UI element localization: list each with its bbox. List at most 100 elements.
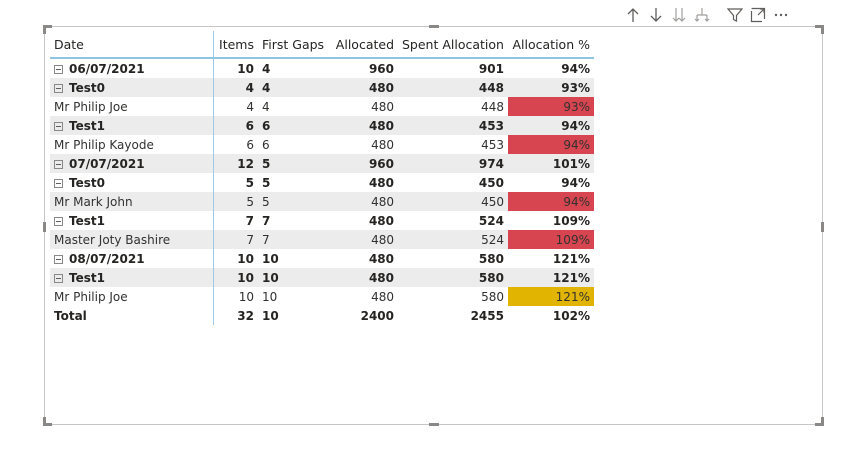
filter-icon[interactable] bbox=[724, 4, 746, 26]
row-label: 08/07/2021 bbox=[69, 251, 145, 266]
cell-items: 5 bbox=[213, 192, 258, 211]
resize-handle-left[interactable] bbox=[43, 222, 46, 232]
double-arrow-down-icon[interactable] bbox=[668, 4, 690, 26]
table-row: Mr Philip Joe 4 4 480 448 93% bbox=[50, 97, 594, 116]
row-label: Test1 bbox=[69, 213, 105, 228]
resize-handle-bottom[interactable] bbox=[429, 423, 439, 426]
cell-items: 6 bbox=[213, 116, 258, 135]
collapse-icon[interactable] bbox=[54, 273, 63, 283]
total-label: Total bbox=[50, 306, 214, 325]
cell-pct: 94% bbox=[561, 61, 590, 76]
column-header-items[interactable]: Items bbox=[219, 36, 254, 52]
cell-pct: 102% bbox=[507, 306, 594, 325]
arrow-down-icon[interactable] bbox=[645, 4, 667, 26]
table-row: Master Joty Bashire 7 7 480 524 109% bbox=[50, 230, 594, 249]
row-label: 06/07/2021 bbox=[69, 61, 145, 76]
cell-spent: 450 bbox=[478, 175, 504, 190]
resize-handle-bottom-right[interactable] bbox=[821, 417, 824, 426]
table-row: Test0 5 5 480 450 94% bbox=[50, 173, 594, 192]
collapse-icon[interactable] bbox=[54, 216, 63, 226]
collapse-icon[interactable] bbox=[54, 178, 63, 188]
cell-spent: 974 bbox=[398, 154, 508, 173]
cell-spent: 448 bbox=[481, 99, 504, 114]
table-row: 06/07/2021 10 4 960 901 94% bbox=[50, 58, 594, 78]
table-row: Mr Philip Kayode 6 6 480 453 94% bbox=[50, 135, 594, 154]
cell-spent: 453 bbox=[481, 137, 504, 152]
cell-items: 12 bbox=[213, 154, 258, 173]
cell-spent: 448 bbox=[398, 78, 508, 97]
cell-allocated: 480 bbox=[371, 99, 394, 114]
resize-handle-top-right[interactable] bbox=[821, 25, 824, 34]
table-row: Test1 7 7 480 524 109% bbox=[50, 211, 594, 230]
cell-first-gaps: 4 bbox=[262, 61, 271, 76]
resize-handle-bottom-right[interactable] bbox=[815, 423, 824, 426]
arrow-up-icon[interactable] bbox=[622, 4, 644, 26]
cell-spent: 580 bbox=[481, 289, 504, 304]
row-label: Test1 bbox=[69, 118, 105, 133]
cell-spent: 901 bbox=[478, 61, 504, 76]
column-header-allocated[interactable]: Allocated bbox=[335, 36, 394, 52]
collapse-icon[interactable] bbox=[54, 83, 63, 93]
row-label: Mr Mark John bbox=[50, 192, 214, 211]
cell-first-gaps: 7 bbox=[262, 213, 271, 228]
table-row: Test0 4 4 480 448 93% bbox=[50, 78, 594, 97]
cell-items: 10 bbox=[238, 289, 254, 304]
table-row: Mr Mark John 5 5 480 450 94% bbox=[50, 192, 594, 211]
cell-spent: 450 bbox=[398, 192, 508, 211]
collapse-icon[interactable] bbox=[54, 254, 63, 264]
cell-allocated: 480 bbox=[368, 251, 394, 266]
cell-pct: 94% bbox=[507, 192, 594, 211]
matrix-table: Date Items First Gaps Allocated Spent Al… bbox=[50, 31, 594, 325]
resize-handle-bottom-left[interactable] bbox=[43, 423, 52, 426]
row-label: Test0 bbox=[69, 175, 105, 190]
cell-allocated: 480 bbox=[330, 268, 398, 287]
cell-pct: 121% bbox=[507, 268, 594, 287]
column-header-first-gaps[interactable]: First Gaps bbox=[262, 36, 325, 52]
cell-spent: 580 bbox=[478, 251, 504, 266]
resize-handle-top[interactable] bbox=[429, 25, 439, 28]
row-label: Test1 bbox=[69, 270, 105, 285]
collapse-icon[interactable] bbox=[54, 121, 63, 131]
table-row: Test1 6 6 480 453 94% bbox=[50, 116, 594, 135]
resize-handle-bottom-left[interactable] bbox=[43, 417, 46, 426]
column-header-date[interactable]: Date bbox=[50, 31, 214, 58]
cell-allocated: 480 bbox=[330, 116, 398, 135]
resize-handle-right[interactable] bbox=[821, 222, 824, 232]
collapse-icon[interactable] bbox=[54, 159, 63, 169]
cell-first-gaps: 10 bbox=[258, 268, 330, 287]
cell-allocated: 960 bbox=[330, 154, 398, 173]
row-label: 07/07/2021 bbox=[69, 156, 145, 171]
matrix-visual[interactable]: Date Items First Gaps Allocated Spent Al… bbox=[43, 25, 824, 426]
cell-allocated: 480 bbox=[330, 230, 398, 249]
cell-spent: 580 bbox=[398, 268, 508, 287]
cell-pct: 109% bbox=[552, 213, 590, 228]
cell-items: 7 bbox=[213, 230, 258, 249]
cell-allocated: 960 bbox=[368, 61, 394, 76]
cell-spent: 524 bbox=[398, 230, 508, 249]
collapse-icon[interactable] bbox=[54, 64, 63, 74]
row-label: Test0 bbox=[69, 80, 105, 95]
resize-handle-top-right[interactable] bbox=[815, 25, 824, 28]
resize-handle-top-left[interactable] bbox=[43, 25, 46, 34]
cell-first-gaps: 6 bbox=[258, 116, 330, 135]
cell-pct: 94% bbox=[561, 175, 590, 190]
cell-pct: 94% bbox=[507, 135, 594, 154]
cell-allocated: 480 bbox=[371, 137, 394, 152]
more-options-icon[interactable] bbox=[770, 4, 792, 26]
cell-first-gaps: 10 bbox=[262, 251, 279, 266]
column-header-spent-allocation[interactable]: Spent Allocation bbox=[402, 36, 504, 52]
cell-pct: 121% bbox=[507, 287, 594, 306]
expand-hierarchy-icon[interactable] bbox=[691, 4, 713, 26]
row-label: Mr Philip Joe bbox=[50, 287, 214, 306]
cell-first-gaps: 7 bbox=[258, 230, 330, 249]
column-header-allocation-pct[interactable]: Allocation % bbox=[512, 36, 590, 52]
cell-pct: 94% bbox=[507, 116, 594, 135]
cell-items: 10 bbox=[213, 268, 258, 287]
cell-first-gaps: 10 bbox=[258, 306, 330, 325]
row-label: Master Joty Bashire bbox=[50, 230, 214, 249]
visual-header-toolbar bbox=[622, 4, 793, 26]
resize-handle-top-left[interactable] bbox=[43, 25, 52, 28]
focus-mode-icon[interactable] bbox=[747, 4, 769, 26]
cell-allocated: 480 bbox=[371, 289, 394, 304]
cell-first-gaps: 6 bbox=[262, 137, 270, 152]
